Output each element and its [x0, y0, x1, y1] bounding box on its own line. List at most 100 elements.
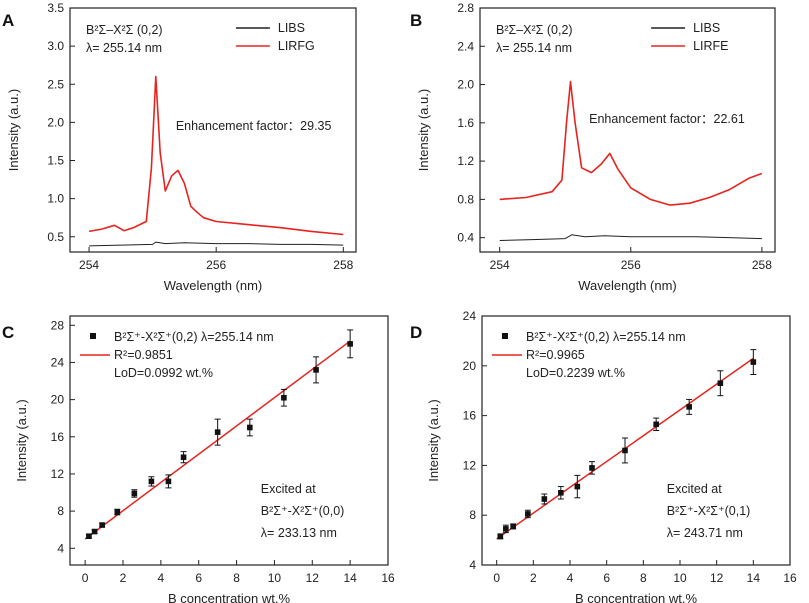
x-tick-label: 258	[752, 258, 772, 272]
data-point	[180, 454, 187, 461]
legend-marker	[90, 333, 96, 339]
enhancement-factor-label: Enhancement factor：22.61	[589, 112, 745, 126]
x-tick-label: 8	[640, 571, 647, 585]
y-axis-title: Intensity (a.u.)	[14, 399, 29, 481]
panel-b: B 254 256 258 0.4 0.8 1.2 1.6 2.0 2.4 2.8 Wavelengt…	[410, 1, 776, 293]
y-tick-label: 2.8	[457, 1, 474, 15]
y-tick-label: 20	[51, 393, 65, 407]
plot-frame	[479, 7, 776, 253]
x-tick-label: 10	[268, 571, 282, 585]
data-point	[91, 528, 98, 535]
plot-frame	[69, 7, 357, 253]
y-tick-label: 0.8	[457, 192, 474, 206]
data-point	[214, 429, 221, 435]
x-axis-title: B concentration wt.%	[575, 591, 698, 603]
legend-label: LIBS	[693, 21, 720, 35]
x-tick-label: 14	[343, 571, 357, 585]
y-axis-title: Intensity (a.u.)	[426, 399, 441, 481]
x-tick-label: 0	[493, 571, 500, 585]
x-tick-label: 256	[621, 258, 641, 272]
enhancement-factor-label: Enhancement factor：29.35	[176, 119, 332, 133]
r-squared-label: R²=0.9965	[526, 348, 585, 362]
data-point	[281, 394, 287, 401]
y-tick-label: 24	[51, 355, 65, 369]
panel-letter: A	[2, 11, 14, 30]
panel-letter: B	[410, 11, 422, 30]
x-tick-label: 12	[306, 571, 320, 585]
data-point	[86, 533, 92, 539]
x-tick-label: 12	[710, 571, 724, 585]
series-line-libs	[499, 234, 762, 241]
x-tick-label: 2	[120, 571, 127, 585]
legend-label: LIRFG	[278, 39, 315, 53]
data-point	[653, 421, 659, 428]
y-tick-label: 3.5	[47, 1, 64, 15]
data-point	[558, 489, 564, 496]
series-line-libs	[89, 241, 344, 247]
y-tick-label: 2.0	[457, 78, 474, 92]
y-tick-label: 3.0	[47, 39, 64, 53]
y-tick-label: 24	[463, 309, 477, 323]
lod-label: LoD=0.2239 wt.%	[526, 366, 625, 380]
data-point	[131, 490, 138, 497]
y-tick-label: 20	[463, 359, 477, 373]
data-point	[99, 522, 105, 528]
y-tick-label: 2.4	[457, 39, 474, 53]
y-tick-label: 4	[57, 541, 64, 555]
plot-frame	[481, 315, 791, 566]
data-point	[717, 380, 724, 387]
panel-letter: C	[2, 323, 14, 342]
data-point	[622, 447, 628, 454]
x-tick-label: 10	[673, 571, 687, 585]
x-axis-title: B concentration wt.%	[168, 591, 291, 603]
x-axis-title: Wavelength (nm)	[164, 278, 263, 293]
x-tick-label: 254	[490, 258, 510, 272]
x-tick-label: 254	[79, 258, 99, 272]
y-tick-label: 2.5	[47, 77, 64, 91]
r-squared-label: R²=0.9851	[114, 348, 173, 362]
excitation-label: B²Σ⁺-X²Σ⁺(0,1)	[667, 504, 751, 518]
excitation-label: λ= 243.71 nm	[667, 526, 743, 540]
x-tick-label: 256	[206, 258, 226, 272]
data-point	[541, 496, 548, 502]
y-axis-title: Intensity (a.u.)	[6, 89, 21, 171]
x-tick-label: 4	[158, 571, 165, 585]
y-tick-label: 8	[469, 508, 476, 522]
data-point	[589, 465, 595, 471]
x-tick-label: 0	[82, 571, 89, 585]
legend-series-label: B²Σ⁺-X²Σ⁺(0,2) λ=255.14 nm	[114, 330, 274, 344]
y-tick-label: 1.0	[47, 192, 64, 206]
excitation-label: Excited at	[667, 482, 722, 496]
legend-marker	[502, 333, 508, 339]
y-tick-label: 16	[463, 409, 477, 423]
data-point	[114, 509, 121, 515]
x-tick-label: 6	[603, 571, 610, 585]
data-point	[313, 367, 319, 373]
y-tick-label: 0.4	[457, 231, 474, 245]
series-line-lirfg	[88, 75, 344, 236]
y-tick-label: 4	[469, 558, 476, 572]
excitation-label: Excited at	[261, 482, 316, 496]
panel-a: A 254 256 258 0.5 1.0 1.5 2.0 2.5 3.0 3.5 Wavelengt…	[2, 1, 357, 293]
y-tick-label: 12	[51, 467, 65, 481]
x-tick-label: 258	[333, 258, 353, 272]
x-tick-label: 14	[747, 571, 761, 585]
data-point	[497, 533, 504, 540]
data-point	[148, 478, 155, 485]
data-point	[750, 359, 757, 365]
transition-label: B²Σ–X²Σ (0,2)	[496, 23, 573, 37]
series-line-lirfe	[499, 80, 763, 206]
excitation-label: B²Σ⁺-X²Σ⁺(0,0)	[261, 504, 345, 518]
y-tick-label: 16	[51, 430, 65, 444]
plot-frame	[69, 315, 389, 566]
x-axis-title: Wavelength (nm)	[578, 278, 677, 293]
y-tick-label: 1.6	[457, 116, 474, 130]
y-tick-label: 1.2	[457, 154, 474, 168]
y-tick-label: 12	[463, 458, 477, 472]
x-tick-label: 2	[530, 571, 537, 585]
data-point	[574, 483, 581, 490]
panel-letter: D	[410, 323, 422, 342]
data-point	[247, 424, 253, 431]
